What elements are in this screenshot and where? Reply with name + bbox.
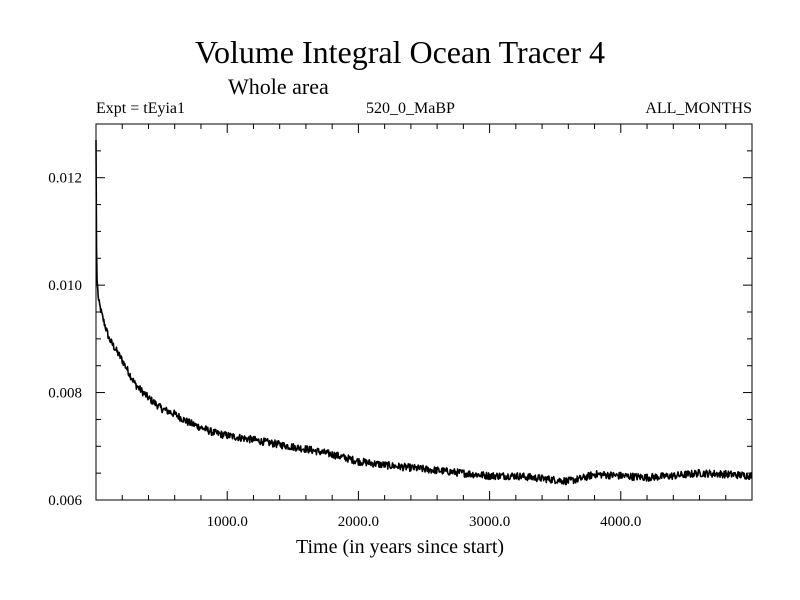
plot-frame (95, 123, 753, 501)
y-tick-label: 0.012 (48, 171, 82, 187)
x-tick-label: 4000.0 (600, 514, 641, 530)
chart-title: Volume Integral Ocean Tracer 4 (195, 34, 605, 70)
months-label: ALL_MONTHS (645, 100, 752, 117)
x-tick-label: 1000.0 (207, 514, 248, 530)
chart-subtitle: Whole area (228, 74, 329, 99)
x-axis-label: Time (in years since start) (295, 536, 505, 558)
y-tick-label: 0.010 (48, 278, 82, 294)
x-tick-label: 2000.0 (338, 514, 379, 530)
series-line (95, 140, 753, 486)
experiment-label: Expt = tEyia1 (96, 100, 186, 117)
period-label: 520_0_MaBP (366, 100, 455, 117)
y-tick-label: 0.008 (48, 386, 82, 402)
y-tick-label: 0.006 (48, 493, 82, 509)
x-tick-label: 3000.0 (469, 514, 510, 530)
